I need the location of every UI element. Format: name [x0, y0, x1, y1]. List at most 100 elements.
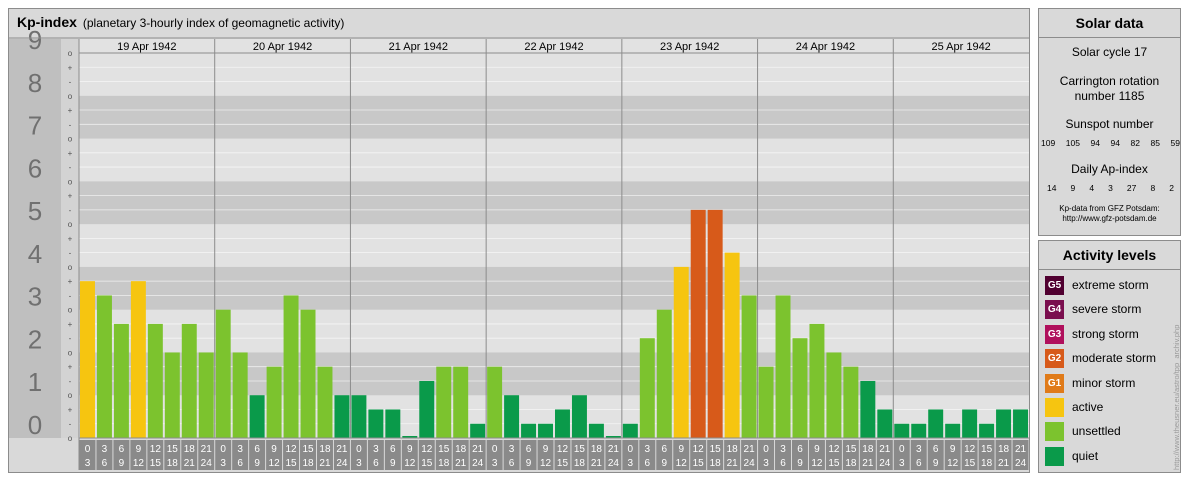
kp-bar: [80, 281, 95, 438]
interval-start-label: 9: [814, 444, 820, 455]
interval-start-label: 0: [492, 444, 498, 455]
minor-tick-label: -: [69, 334, 72, 343]
interval-end-label: 6: [102, 458, 108, 469]
interval-label-bg: [147, 440, 164, 470]
interval-start-label: 6: [390, 444, 396, 455]
ap-value: 4: [1089, 183, 1095, 193]
kp-bar: [741, 295, 757, 438]
interval-end-label: 21: [319, 458, 331, 469]
interval-end-label: 12: [540, 458, 552, 469]
minor-tick-label: o: [68, 391, 73, 400]
kp-bar: [334, 395, 350, 438]
interval-end-label: 24: [1015, 458, 1027, 469]
y-tick-label: 7: [28, 111, 42, 141]
interval-end-label: 15: [828, 458, 840, 469]
interval-label-bg: [79, 440, 96, 470]
kp-bar: [96, 295, 112, 438]
minor-tick-label: o: [68, 135, 73, 144]
interval-end-label: 21: [998, 458, 1010, 469]
kp-bar: [1013, 409, 1028, 438]
level-label: active: [1072, 400, 1104, 414]
interval-start-label: 21: [744, 444, 756, 455]
minor-tick-label: -: [69, 120, 72, 129]
minor-tick-label: o: [68, 177, 73, 186]
minor-tick-label: +: [68, 405, 73, 414]
kp-bar: [979, 423, 995, 438]
interval-end-label: 6: [509, 458, 515, 469]
ap-value: 2: [1169, 183, 1174, 193]
kp-bar: [453, 366, 469, 438]
interval-end-label: 18: [302, 458, 314, 469]
level-item: quiet: [1045, 446, 1098, 466]
day-label: 25 Apr 1942: [931, 41, 990, 53]
kp-bar: [877, 409, 893, 438]
interval-end-label: 6: [237, 458, 243, 469]
sunspot-value: 105: [1065, 138, 1080, 148]
interval-start-label: 0: [899, 444, 905, 455]
interval-start-label: 15: [167, 444, 179, 455]
interval-start-label: 15: [845, 444, 857, 455]
interval-label-bg: [673, 440, 690, 470]
level-item: G4 severe storm: [1045, 299, 1141, 319]
interval-end-label: 15: [285, 458, 297, 469]
y-tick-label: 4: [28, 239, 42, 269]
interval-end-label: 18: [167, 458, 179, 469]
interval-end-label: 3: [492, 458, 498, 469]
minor-tick-label: +: [68, 363, 73, 372]
y-tick-label: 5: [28, 196, 42, 226]
interval-label-bg: [927, 440, 944, 470]
interval-end-label: 12: [811, 458, 823, 469]
day-label: 23 Apr 1942: [660, 41, 719, 53]
interval-start-label: 6: [526, 444, 532, 455]
interval-end-label: 24: [879, 458, 891, 469]
kp-bar: [911, 423, 927, 438]
interval-end-label: 9: [390, 458, 396, 469]
kp-bar: [385, 409, 401, 438]
solar-data-title: Solar data: [1039, 9, 1180, 38]
activity-levels-panel: Activity levels G5 extreme storm G4 severe…: [1038, 240, 1181, 473]
level-swatch: G5: [1045, 275, 1064, 295]
interval-start-label: 15: [574, 444, 586, 455]
interval-start-label: 18: [455, 444, 467, 455]
kp-bar: [198, 352, 214, 438]
y-tick-label: 8: [28, 68, 42, 98]
interval-label-bg: [367, 440, 384, 470]
interval-end-label: 12: [404, 458, 416, 469]
kp-band: [79, 224, 1029, 267]
interval-label-bg: [317, 440, 333, 470]
kp-bar: [622, 423, 638, 438]
kp-bar: [639, 338, 655, 438]
kp-bar: [843, 366, 859, 438]
interval-label-bg: [266, 440, 283, 470]
kp-band: [79, 53, 1029, 96]
interval-end-label: 9: [933, 458, 939, 469]
sunspot-value: 94: [1110, 138, 1120, 148]
kp-bar: [504, 395, 520, 438]
kp-bar: [860, 380, 876, 438]
interval-end-label: 24: [472, 458, 484, 469]
interval-start-label: 0: [356, 444, 362, 455]
interval-start-label: 18: [727, 444, 739, 455]
interval-start-label: 3: [780, 444, 786, 455]
carrington-number: number 1185: [1074, 89, 1145, 103]
interval-end-label: 3: [356, 458, 362, 469]
data-source-note: Kp-data from GFZ Potsdam:: [1059, 204, 1160, 213]
level-item: G2 moderate storm: [1045, 348, 1156, 368]
interval-end-label: 3: [85, 458, 91, 469]
interval-label-bg: [775, 440, 791, 470]
kp-bar: [555, 409, 570, 438]
interval-start-label: 6: [797, 444, 803, 455]
interval-label-bg: [910, 440, 927, 470]
interval-start-label: 12: [421, 444, 433, 455]
kp-bar: [300, 309, 316, 438]
kp-bar: [826, 352, 842, 438]
interval-start-label: 18: [998, 444, 1010, 455]
ap-value: 3: [1108, 183, 1113, 193]
interval-start-label: 3: [237, 444, 243, 455]
interval-start-label: 15: [981, 444, 993, 455]
interval-start-label: 15: [710, 444, 722, 455]
interval-end-label: 12: [947, 458, 959, 469]
chart-title-main: Kp-index: [17, 14, 77, 30]
y-tick-label: 9: [28, 25, 42, 55]
minor-tick-label: o: [68, 348, 73, 357]
